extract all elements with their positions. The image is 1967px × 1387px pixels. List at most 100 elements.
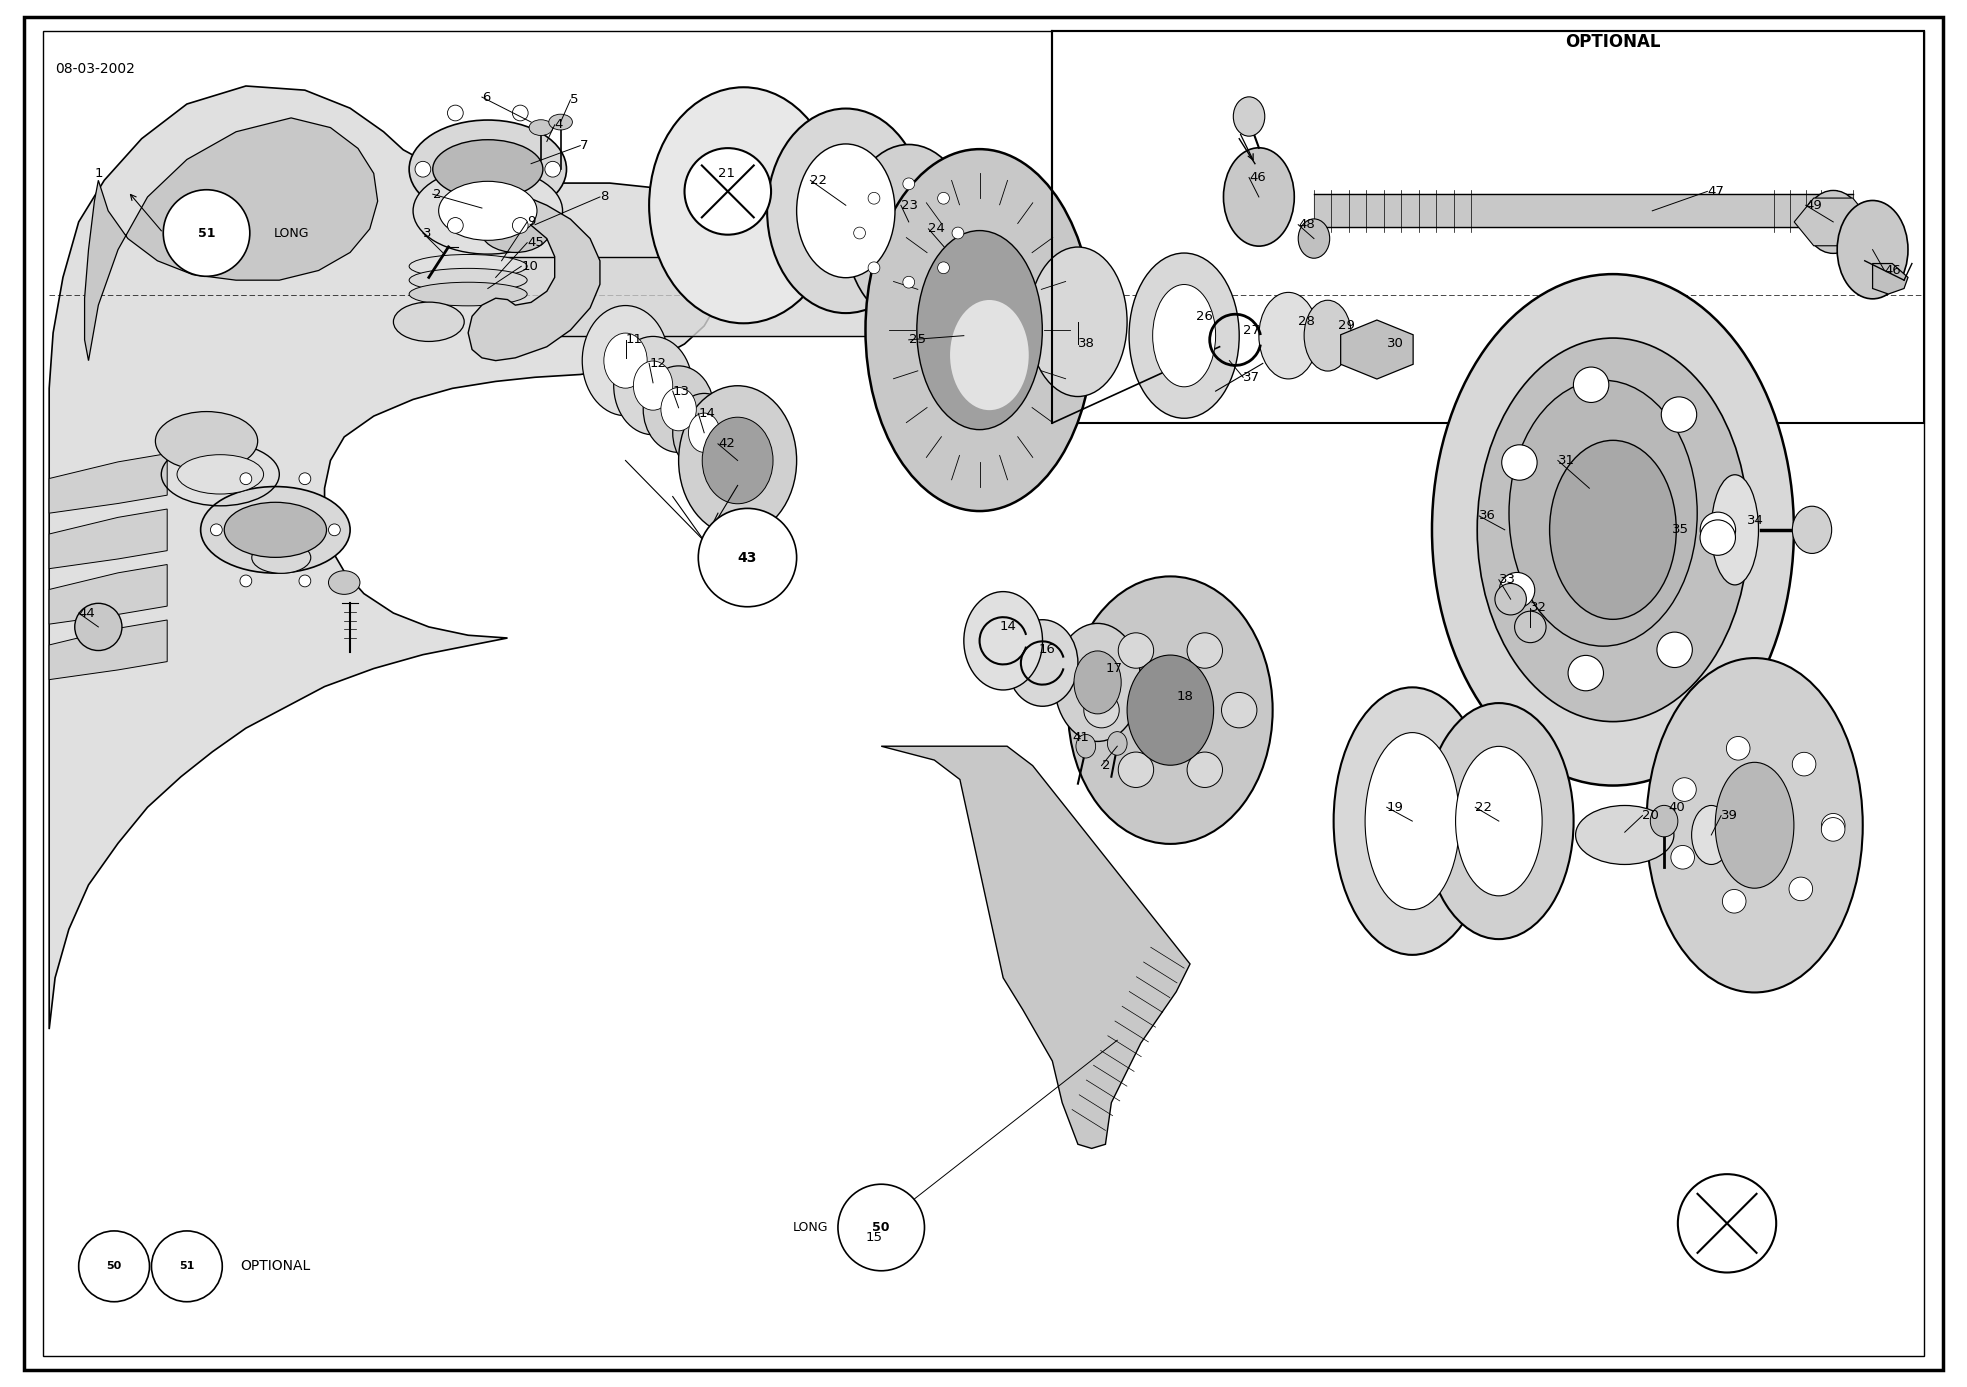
Ellipse shape [447, 218, 462, 233]
Ellipse shape [582, 305, 669, 416]
Ellipse shape [1806, 190, 1861, 254]
Ellipse shape [889, 178, 999, 327]
Text: 24: 24 [928, 222, 946, 236]
Text: 40: 40 [1668, 800, 1686, 814]
Text: 39: 39 [1721, 809, 1739, 822]
Ellipse shape [393, 302, 464, 341]
Ellipse shape [1821, 817, 1845, 841]
Ellipse shape [511, 218, 527, 233]
Text: 30: 30 [1387, 337, 1404, 351]
Ellipse shape [1298, 219, 1330, 258]
Ellipse shape [415, 161, 431, 178]
Ellipse shape [614, 337, 692, 434]
Ellipse shape [917, 230, 1043, 430]
Text: 26: 26 [1196, 309, 1214, 323]
Text: 23: 23 [901, 198, 919, 212]
Text: 47: 47 [1707, 184, 1725, 198]
Ellipse shape [549, 114, 572, 130]
Ellipse shape [409, 282, 527, 307]
Ellipse shape [1117, 752, 1153, 788]
Ellipse shape [702, 417, 773, 503]
Ellipse shape [328, 524, 340, 535]
Ellipse shape [201, 487, 350, 573]
Ellipse shape [75, 603, 122, 651]
Text: 34: 34 [1747, 513, 1764, 527]
Ellipse shape [252, 542, 311, 573]
Ellipse shape [1568, 656, 1603, 691]
Text: 9: 9 [527, 215, 535, 229]
Ellipse shape [1477, 338, 1749, 721]
Ellipse shape [1727, 736, 1751, 760]
Ellipse shape [409, 121, 566, 218]
Ellipse shape [1574, 368, 1609, 402]
Ellipse shape [299, 473, 311, 484]
Ellipse shape [903, 178, 915, 190]
Ellipse shape [433, 140, 543, 198]
Text: 44: 44 [79, 606, 96, 620]
Text: 16: 16 [1039, 642, 1056, 656]
Ellipse shape [1186, 752, 1222, 788]
Ellipse shape [1029, 247, 1127, 397]
Ellipse shape [1153, 284, 1216, 387]
Text: 11: 11 [626, 333, 643, 347]
Ellipse shape [1495, 584, 1526, 614]
Text: LONG: LONG [793, 1221, 828, 1234]
Ellipse shape [1424, 703, 1574, 939]
Ellipse shape [1432, 275, 1794, 785]
Ellipse shape [952, 227, 964, 239]
Text: 4: 4 [555, 118, 563, 132]
Ellipse shape [1334, 688, 1491, 954]
Ellipse shape [1304, 300, 1351, 372]
Text: 29: 29 [1338, 319, 1355, 333]
Ellipse shape [1650, 806, 1678, 836]
Ellipse shape [1692, 806, 1731, 864]
Text: 17: 17 [1105, 662, 1123, 675]
Ellipse shape [865, 150, 1094, 510]
Text: 15: 15 [865, 1230, 883, 1244]
Ellipse shape [1790, 877, 1814, 900]
Ellipse shape [867, 262, 879, 273]
Ellipse shape [1792, 506, 1831, 553]
Text: 41: 41 [1072, 731, 1090, 745]
Text: 2: 2 [433, 187, 441, 201]
Ellipse shape [838, 1184, 924, 1270]
Text: 1: 1 [94, 168, 102, 180]
Polygon shape [49, 620, 167, 680]
Text: 32: 32 [1530, 601, 1548, 614]
Ellipse shape [177, 455, 264, 494]
Text: 8: 8 [600, 190, 608, 204]
Ellipse shape [439, 182, 537, 240]
Ellipse shape [224, 502, 327, 558]
Ellipse shape [529, 119, 553, 136]
Text: 2: 2 [1102, 759, 1109, 773]
Text: 50: 50 [106, 1261, 122, 1272]
Ellipse shape [938, 193, 950, 204]
Text: 38: 38 [1078, 337, 1096, 351]
Polygon shape [468, 197, 600, 361]
Text: 20: 20 [1642, 809, 1660, 822]
Ellipse shape [299, 576, 311, 587]
Ellipse shape [1076, 734, 1096, 759]
Ellipse shape [413, 168, 563, 254]
Ellipse shape [1656, 632, 1692, 667]
Text: 25: 25 [909, 333, 926, 347]
Ellipse shape [1456, 746, 1542, 896]
Text: 50: 50 [873, 1221, 889, 1234]
Text: 6: 6 [482, 90, 490, 104]
Ellipse shape [797, 144, 895, 277]
Ellipse shape [1792, 752, 1816, 775]
Ellipse shape [1711, 474, 1758, 585]
Text: 22: 22 [810, 173, 828, 187]
Text: 13: 13 [673, 384, 690, 398]
Ellipse shape [1821, 813, 1845, 838]
Ellipse shape [1129, 252, 1239, 419]
Text: 5: 5 [570, 93, 578, 107]
Ellipse shape [688, 413, 720, 452]
Ellipse shape [163, 190, 250, 276]
Text: 49: 49 [1806, 198, 1823, 212]
Text: 42: 42 [718, 437, 736, 451]
Ellipse shape [1699, 512, 1735, 548]
Ellipse shape [155, 412, 258, 470]
Text: 37: 37 [1243, 370, 1261, 384]
Ellipse shape [1715, 763, 1794, 888]
